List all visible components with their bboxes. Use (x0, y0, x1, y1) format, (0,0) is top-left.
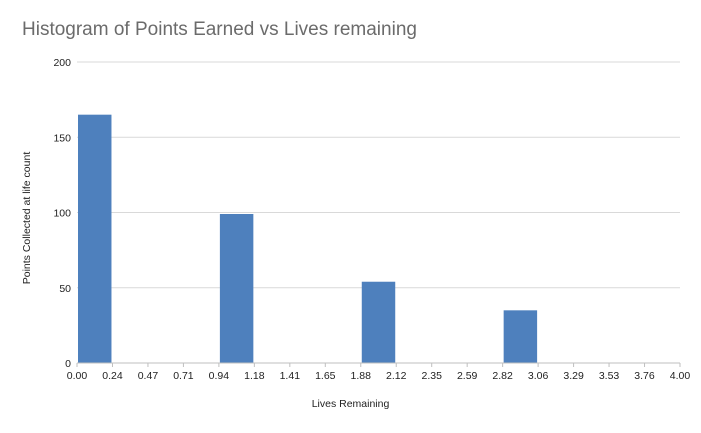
x-tick-label: 3.53 (599, 370, 620, 382)
x-tick-label: 1.18 (244, 370, 265, 382)
x-tick-label: 2.12 (386, 370, 407, 382)
y-tick-label: 150 (53, 132, 71, 144)
x-tick-label: 0.24 (102, 370, 123, 382)
x-tick-label: 1.65 (315, 370, 336, 382)
x-tick-label: 3.76 (634, 370, 655, 382)
x-tick-label: 3.06 (528, 370, 549, 382)
x-tick-label: 2.82 (492, 370, 513, 382)
x-tick-label: 4.00 (670, 370, 691, 382)
x-axis-title: Lives Remaining (311, 398, 390, 410)
histogram-bar (503, 310, 538, 363)
y-tick-label: 200 (53, 57, 71, 69)
x-tick-label: 0.00 (67, 370, 88, 382)
x-tick-label: 1.88 (351, 370, 372, 382)
histogram-bar (78, 114, 112, 363)
y-tick-label: 50 (59, 283, 71, 295)
x-tick-label: 1.41 (280, 370, 301, 382)
x-tick-label: 2.59 (457, 370, 478, 382)
x-tick-label: 0.71 (173, 370, 194, 382)
y-tick-label: 100 (53, 208, 71, 220)
x-tick-label: 3.29 (563, 370, 584, 382)
x-tick-label: 0.47 (138, 370, 159, 382)
y-axis-title: Points Collected at life count (21, 151, 33, 285)
histogram-bar (219, 214, 254, 363)
histogram-bar (361, 281, 396, 363)
chart-title: Histogram of Points Earned vs Lives rema… (22, 19, 417, 40)
x-tick-label: 0.94 (209, 370, 230, 382)
x-tick-label: 2.35 (421, 370, 442, 382)
y-tick-label: 0 (65, 358, 71, 370)
